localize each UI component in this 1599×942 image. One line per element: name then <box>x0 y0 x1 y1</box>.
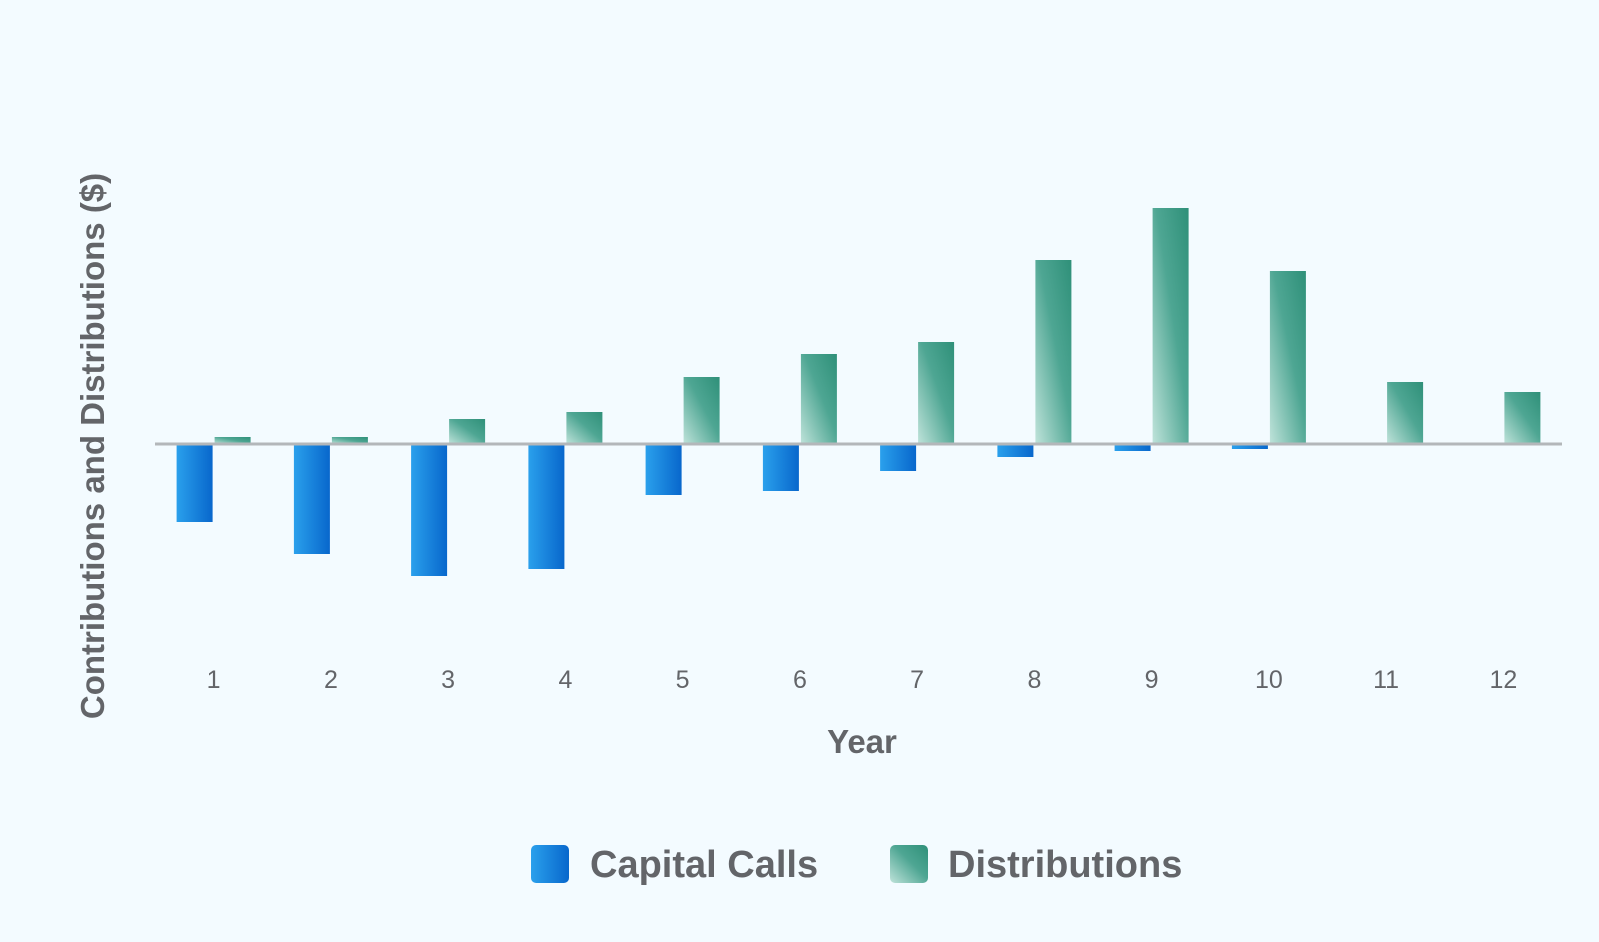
bar-capital-calls-year-2 <box>293 444 330 554</box>
bar-distributions-year-7 <box>918 342 955 444</box>
bar-capital-calls-year-7 <box>880 444 917 471</box>
x-tick-label: 12 <box>1489 666 1517 694</box>
bars-layer <box>176 208 1541 576</box>
x-tick-label: 3 <box>441 666 455 694</box>
bar-capital-calls-year-9 <box>1114 444 1151 451</box>
x-tick-label: 6 <box>793 666 807 694</box>
bar-distributions-year-10 <box>1269 271 1306 444</box>
legend-swatch-distributions <box>890 845 928 883</box>
y-axis-title: Contributions and Distributions ($) <box>74 173 111 719</box>
x-tick-label: 4 <box>558 666 572 694</box>
legend: Capital Calls Distributions <box>531 844 1182 886</box>
bar-distributions-year-8 <box>1035 260 1072 444</box>
bar-capital-calls-year-10 <box>1231 444 1268 449</box>
x-tick-label: 9 <box>1145 666 1159 694</box>
bar-distributions-year-3 <box>449 419 486 444</box>
x-tick-label: 8 <box>1027 666 1041 694</box>
x-axis-title: Year <box>827 723 897 760</box>
x-tick-label: 10 <box>1255 666 1283 694</box>
legend-swatch-capital-calls <box>531 845 569 883</box>
x-tick-label: 1 <box>207 666 221 694</box>
legend-label-capital-calls: Capital Calls <box>590 844 818 886</box>
bar-distributions-year-1 <box>214 437 251 444</box>
bar-capital-calls-year-4 <box>528 444 565 569</box>
bar-distributions-year-4 <box>566 412 603 444</box>
bar-capital-calls-year-5 <box>645 444 682 495</box>
x-tick-label: 11 <box>1373 666 1399 694</box>
x-tick-label: 7 <box>910 666 924 694</box>
bar-distributions-year-6 <box>800 354 837 444</box>
bar-distributions-year-5 <box>683 377 720 444</box>
bar-distributions-year-12 <box>1504 392 1541 444</box>
bar-distributions-year-2 <box>331 437 368 444</box>
legend-label-distributions: Distributions <box>948 844 1182 886</box>
x-tick-label: 5 <box>676 666 690 694</box>
x-tick-labels: 1 2 3 4 5 6 7 8 9 10 11 12 <box>207 666 1518 694</box>
bar-capital-calls-year-1 <box>176 444 213 522</box>
bar-capital-calls-year-3 <box>411 444 448 576</box>
bar-distributions-year-11 <box>1387 382 1424 444</box>
bar-capital-calls-year-8 <box>997 444 1034 457</box>
x-tick-label: 2 <box>324 666 338 694</box>
bar-capital-calls-year-6 <box>762 444 799 491</box>
bar-distributions-year-9 <box>1152 208 1189 444</box>
